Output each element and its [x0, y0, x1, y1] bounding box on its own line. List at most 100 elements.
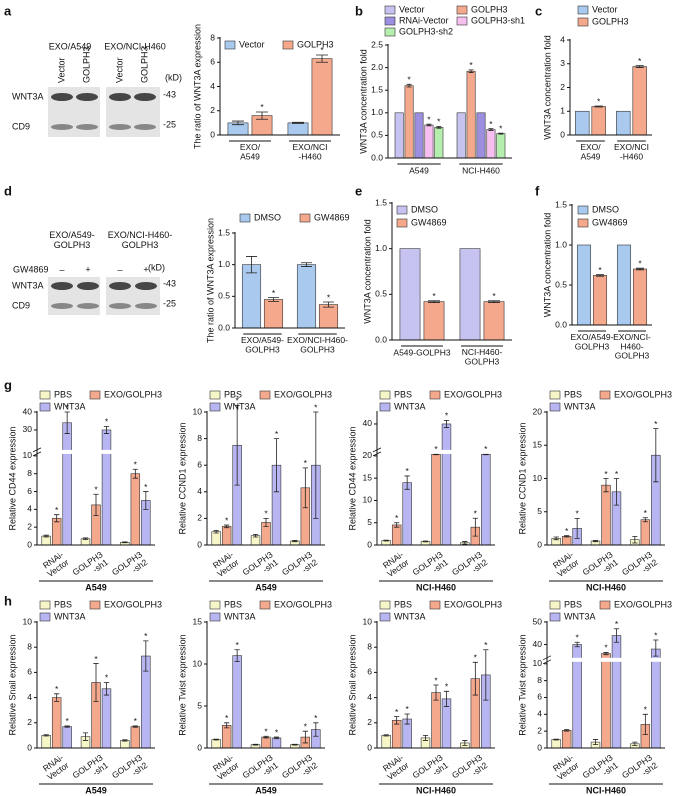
error-bar	[103, 682, 110, 696]
significance-mark: *	[264, 726, 268, 736]
error-bar	[443, 690, 450, 707]
x-tick-label: RNAi-Vector	[210, 550, 241, 580]
error-bar	[472, 661, 478, 696]
x-tick-label: NCI-H460-GOLPH3	[462, 347, 503, 366]
x-axis-label: A549	[85, 582, 107, 592]
legend-swatch	[39, 390, 51, 400]
error-bar	[383, 734, 389, 737]
y-tick-label: 2	[27, 717, 32, 727]
legend-swatch	[549, 600, 561, 610]
legend-label: Vector	[592, 4, 618, 14]
error-bar	[394, 522, 400, 528]
significance-mark: *	[225, 713, 229, 723]
legend-swatch	[396, 218, 408, 228]
axis-break	[373, 449, 495, 454]
x-tick-label: GOLPH3-sh1	[581, 753, 621, 789]
bar	[62, 422, 72, 546]
bar	[466, 70, 476, 159]
significance-mark: *	[474, 509, 478, 519]
significance-mark: *	[314, 402, 318, 412]
blot-band	[76, 124, 98, 130]
error-bar	[224, 722, 230, 729]
significance-mark: *	[144, 482, 148, 492]
y-tick-label: 1.5	[371, 84, 383, 94]
legend-swatch	[549, 402, 561, 412]
bar	[576, 244, 592, 326]
bar	[423, 301, 445, 341]
bar	[434, 126, 444, 159]
y-tick-label: 4	[27, 692, 32, 702]
blot-band	[51, 93, 73, 101]
error-bar	[54, 514, 60, 523]
bar	[101, 688, 112, 749]
y-tick-label: 0	[537, 539, 542, 549]
legend-swatch	[384, 5, 396, 15]
y-tick-label: 0	[27, 539, 32, 549]
y-tick-label: 2	[197, 513, 202, 523]
significance-mark: *	[395, 513, 399, 523]
blot-header: EXO/NCI-H460	[104, 41, 166, 51]
y-tick-label: 2	[560, 82, 565, 92]
error-bar	[635, 65, 644, 68]
bar	[101, 429, 112, 546]
y-tick-label: 1.5	[218, 227, 230, 237]
significance-mark: *	[575, 509, 579, 519]
significance-mark: *	[304, 721, 308, 731]
y-tick-label: 5	[197, 700, 202, 710]
error-bar	[404, 475, 410, 490]
error-bar	[54, 693, 60, 702]
axis-break	[33, 449, 155, 454]
error-bar	[383, 539, 389, 542]
bar	[41, 735, 51, 749]
bar	[632, 66, 647, 136]
y-tick-label: 15	[193, 616, 203, 626]
error-bar	[292, 539, 298, 543]
x-tick-label: EXO/NCI-H460-GOLPH3	[287, 335, 348, 354]
legend-swatch	[282, 40, 294, 50]
lane-label: –	[117, 264, 122, 274]
y-tick-label: 0	[560, 129, 565, 139]
error-bar	[301, 262, 312, 267]
legend-swatch	[259, 600, 271, 610]
legend-swatch	[39, 402, 51, 412]
significance-mark: *	[437, 117, 441, 127]
legend-label: EXO/GOLPH3	[104, 389, 162, 399]
mw-marker: -43	[163, 278, 176, 288]
error-bar	[323, 301, 334, 308]
legend-label: PBS	[564, 389, 582, 399]
significance-mark: *	[615, 469, 619, 479]
bar	[221, 526, 232, 546]
y-tick-label: 0	[367, 742, 372, 752]
x-tick-label: EXO/A549-GOLPH3	[571, 332, 614, 351]
bar	[632, 268, 648, 326]
x-tick-label: GOLPH3-sh2	[450, 550, 490, 586]
x-tick-label: GOLPH3-sh1	[71, 753, 111, 789]
kd-unit: (kD)	[165, 72, 182, 82]
x-axis-label: NCI-H460	[416, 582, 456, 592]
y-tick-label: 10	[363, 616, 373, 626]
blot-band	[76, 93, 98, 101]
legend-swatch	[39, 600, 51, 610]
y-tick-label: 2	[210, 105, 215, 115]
y-axis-label: Relative Twist expression	[517, 634, 527, 735]
lane-label: Vector	[56, 57, 66, 83]
error-bar	[394, 716, 400, 725]
bar	[287, 122, 309, 136]
error-bar	[462, 541, 468, 545]
error-bar	[213, 529, 219, 534]
y-tick-label: 1	[560, 106, 565, 116]
lane-label: Vector	[114, 57, 124, 83]
significance-mark: *	[275, 429, 279, 439]
y-tick-label: 6	[197, 459, 202, 469]
bar	[481, 453, 491, 546]
x-tick-label: EXO/NCI-H460-GOLPH3	[613, 332, 651, 361]
legend-label: PBS	[54, 599, 72, 609]
legend-label: GOLPH3-sh2	[399, 26, 453, 36]
legend-label: WNT3A	[394, 611, 426, 621]
legend-label: PBS	[394, 389, 412, 399]
legend-label: EXO/GOLPH3	[444, 389, 502, 399]
bar	[601, 653, 611, 749]
y-tick-label: 10	[363, 495, 373, 505]
blot-header: EXO/NCI-H460-GOLPH3	[108, 230, 173, 250]
bar	[120, 740, 130, 749]
